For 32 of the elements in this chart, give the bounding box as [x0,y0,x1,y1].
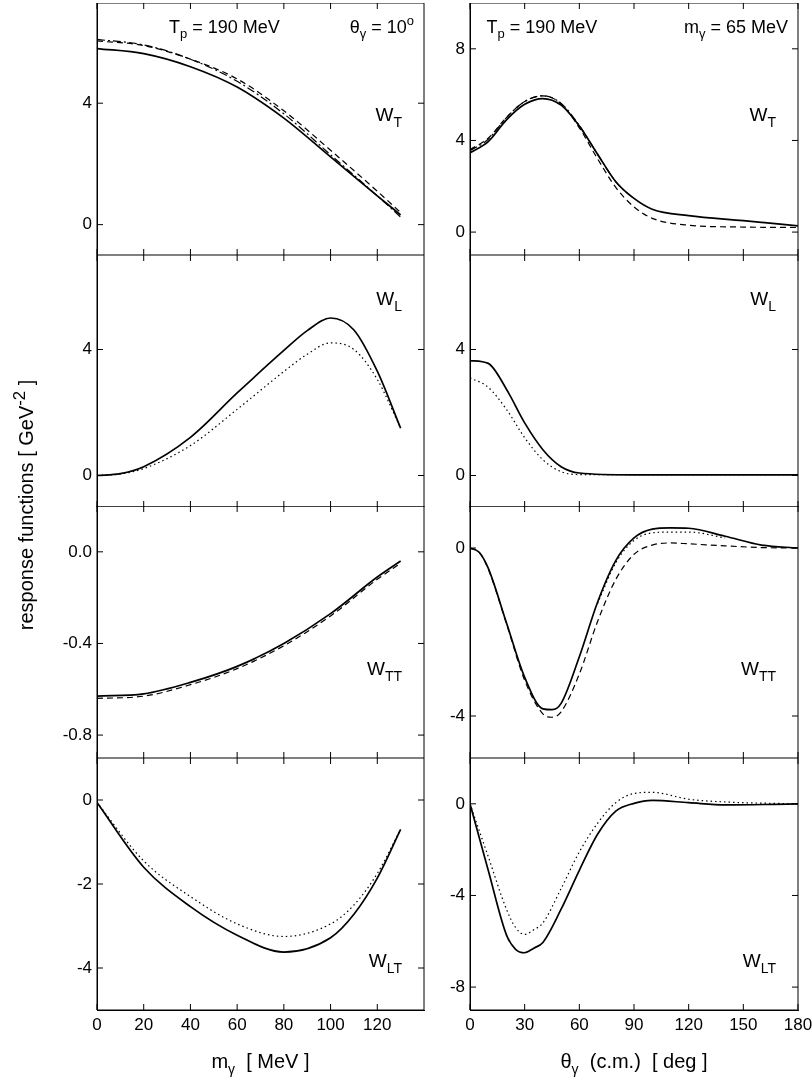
x-tick-label: 120 [674,1014,703,1034]
y-tick-label: -2 [76,873,92,893]
x-tick-label: 80 [274,1014,294,1034]
x-tick-label: 40 [180,1014,200,1034]
x-tick-label: 30 [515,1014,535,1034]
y-tick-label: -0.4 [62,633,92,653]
x-tick-label: 120 [363,1014,392,1034]
y-tick-label: 0 [82,789,92,809]
y-tick-label: 8 [455,38,465,58]
x-tick-label: 90 [624,1014,644,1034]
y-tick-label: 0 [82,214,92,234]
y-tick-label: 0 [455,537,465,557]
y-tick-label: 4 [82,92,92,112]
y-tick-label: 4 [455,130,465,150]
y-tick-label: -8 [449,976,465,996]
x-tick-label: 60 [569,1014,589,1034]
y-tick-label: -0.8 [62,724,92,744]
x-tick-label: 20 [134,1014,154,1034]
x-tick-label: 60 [227,1014,247,1034]
y-tick-label: -4 [449,884,465,904]
y-tick-label: 0 [455,464,465,484]
y-tick-label: 0.0 [68,541,92,561]
y-tick-label: 0 [455,793,465,813]
x-tick-label: 150 [729,1014,758,1034]
y-tick-label: -4 [449,705,465,725]
y-tick-label: 0 [455,221,465,241]
y-tick-label: 4 [82,338,92,358]
x-tick-label: 180 [783,1014,812,1034]
y-tick-label: 4 [455,338,465,358]
y-tick-label: -4 [76,957,92,977]
y-tick-label: 0 [82,464,92,484]
x-tick-label: 100 [316,1014,345,1034]
